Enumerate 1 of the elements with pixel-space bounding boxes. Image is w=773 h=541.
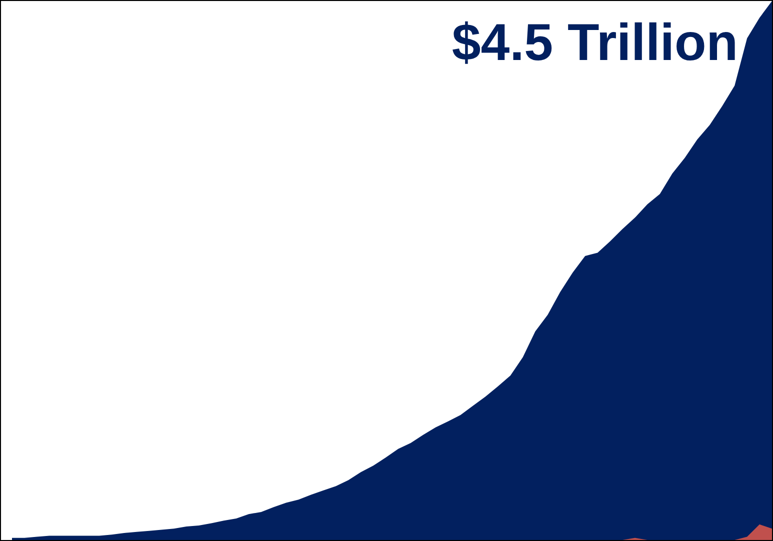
annotation: $4.5 Trillion [452, 13, 738, 73]
